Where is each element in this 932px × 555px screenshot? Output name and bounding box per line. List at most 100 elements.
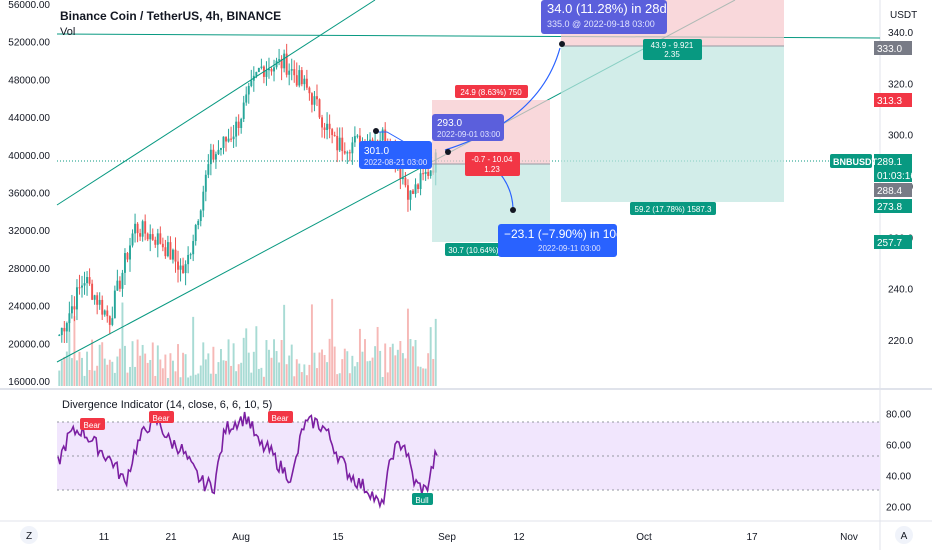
volume-bar [386,372,389,386]
volume-bar [227,339,230,386]
volume-bar [417,366,420,386]
volume-bar [169,353,172,386]
anchor-point[interactable] [510,207,516,213]
volume-bar [240,362,243,386]
candle-body [96,295,99,305]
volume-bar [144,353,147,386]
volume-bar [166,377,169,386]
volume-bar [131,341,134,386]
volume-bar [280,340,283,386]
candle-body [227,138,230,142]
svg-text:289.1: 289.1 [877,157,902,168]
short-position-entry-label[interactable]: -0.7 - 10.04 1.23 [465,152,520,176]
price-tick-label: 240.0 [888,285,913,296]
volume-tick-label: 28000.00 [8,264,50,275]
anchor-point[interactable] [445,149,451,155]
projection-callout-top[interactable]: 34.0 (11.28%) in 28d 335.0 @ 2022-09-18 … [541,0,667,34]
candle-body [326,123,329,130]
volume-bar [290,344,293,386]
candle-body [91,283,94,300]
anchor-point[interactable] [373,128,379,134]
price-tick-label: 320.0 [888,79,913,90]
candle-body [333,135,336,137]
volume-bar [78,351,81,386]
svg-text:59.2 (17.78%) 1587.3: 59.2 (17.78%) 1587.3 [635,205,712,214]
indicator-tick-label: 20.00 [886,502,911,513]
candle-body [88,277,91,284]
volume-bar [343,348,346,386]
candle-body [280,59,283,69]
auto-scale-button[interactable]: A [895,526,913,544]
candle-body [212,149,215,160]
volume-bar [159,359,162,386]
volume-axis[interactable]: 56000.00 52000.00 48000.00 44000.00 40000.00… [8,0,50,388]
candle-body [131,233,134,246]
volume-bar [257,368,260,386]
volume-bar [121,302,124,386]
volume-bar [414,339,417,386]
candle-body [111,318,114,325]
price-callout-293[interactable]: 293.0 2022-09-01 03:00 [432,114,504,141]
volume-bar [333,346,336,386]
candle-body [268,69,270,71]
price-badge: 289.1 [874,154,912,168]
volume-bar [308,364,311,386]
svg-text:2022-09-11 03:00: 2022-09-11 03:00 [538,244,601,253]
candle-body [293,69,296,76]
candle-body [290,69,293,71]
candle-body [86,277,89,284]
volume-bar [245,328,248,386]
volume-bar [399,341,402,386]
price-callout-301[interactable]: 301.0 2022-08-21 03:00 [359,141,432,169]
time-tick-label: Aug [232,532,250,543]
long-position-target-label[interactable]: 59.2 (17.78%) 1587.3 [630,202,716,215]
candle-body [136,223,139,234]
candle-body [169,242,172,260]
long-position-risk-label[interactable]: 43.9 - 9.921 2.35 [643,39,702,60]
indicator-axis[interactable]: 80.00 60.00 40.00 20.00 [886,410,911,514]
candle-body [283,53,286,69]
bear-label: Bear [80,418,105,430]
volume-bar [81,357,83,386]
volume-bar [235,371,238,386]
anchor-point[interactable] [559,41,565,47]
svg-text:−23.1 (−7.90%) in 10d: −23.1 (−7.90%) in 10d [504,227,623,241]
candle-body [419,173,422,189]
time-axis[interactable]: 11 21 Aug 15 Sep 12 Oct 17 Nov [99,532,858,543]
volume-bar [118,348,121,386]
candle-body [247,86,250,95]
volume-bar [318,352,321,386]
volume-bar [295,359,298,386]
volume-tick-label: 56000.00 [8,0,50,11]
volume-bar [275,351,278,386]
projection-callout-bottom[interactable]: −23.1 (−7.90%) in 10d 2022-09-11 03:00 [498,224,623,257]
candle-body [260,66,263,68]
volume-bar [192,316,195,386]
candle-body [78,287,81,289]
svg-text:2022-08-21 03:00: 2022-08-21 03:00 [364,158,428,167]
volume-bar [154,375,157,386]
volume-bar [262,376,265,386]
long-position-reward-zone[interactable] [561,46,784,202]
volume-bar [326,362,329,386]
rsi-line [57,411,438,510]
z-button[interactable]: Z [20,526,38,544]
candle-body [184,264,187,274]
volume-bar [422,368,425,386]
volume-bar [374,346,377,386]
volume-bar [199,365,202,386]
candle-body [336,135,339,151]
trend-channel-upper[interactable] [56,0,376,206]
candle-body [230,138,233,140]
candle-body [235,121,238,137]
price-axis[interactable]: 340.0320.0300.0280.0260.0240.0220.0333.0… [830,28,916,347]
volume-bar [250,372,253,386]
volume-bar [247,352,250,386]
svg-text:A: A [901,531,908,542]
candle-body [113,290,116,319]
short-position-stop-label[interactable]: 24.9 (8.63%) 750 [455,85,528,98]
volume-bar [361,351,364,386]
volume-bar [179,377,182,386]
volume-bar [204,359,207,386]
